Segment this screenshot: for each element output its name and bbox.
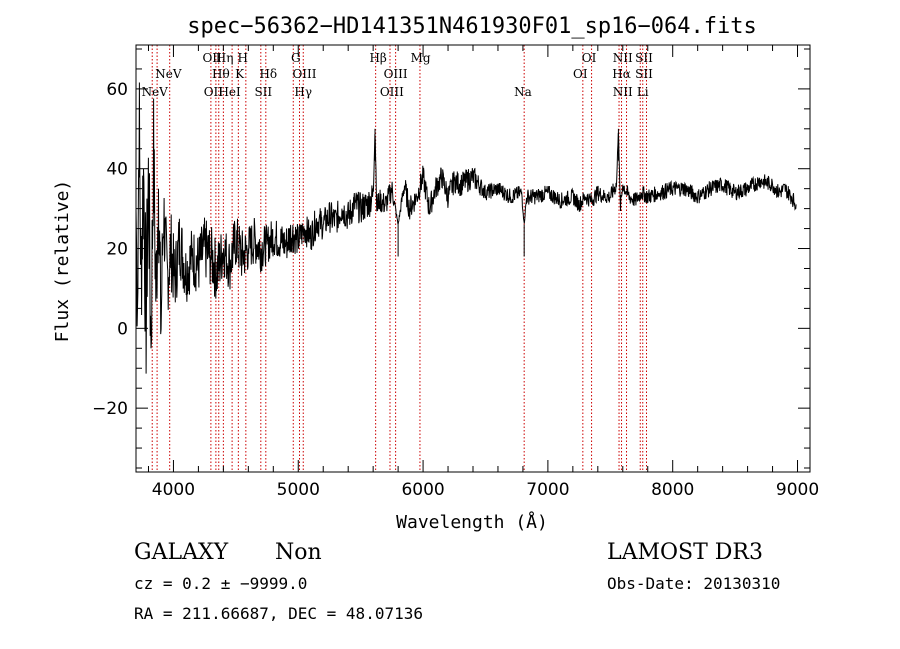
line-label-18: NeV — [142, 85, 169, 99]
coordinates-readout: RA = 211.66687, DEC = 48.07136 — [134, 604, 423, 623]
y-tick-label-4: 60 — [106, 80, 128, 100]
plot-frame — [135, 44, 811, 473]
x-tick-label-2: 6000 — [401, 480, 444, 500]
observation-date: Obs-Date: 20130310 — [607, 574, 780, 593]
line-label-16: Hα — [612, 67, 631, 81]
line-label-6: OI — [582, 51, 597, 65]
line-label-26: Li — [637, 85, 649, 99]
line-label-5: Mg — [411, 51, 431, 65]
y-axis-label: Flux (relative) — [52, 180, 73, 343]
plot-axes: 4000 5000 6000 7000 8000 9000 −20 0 20 40 60 — [92, 44, 819, 500]
spectrum-series — [135, 82, 797, 374]
line-label-10: Hθ — [212, 67, 230, 81]
line-label-8: SII — [635, 51, 653, 65]
line-label-20: HeI — [218, 85, 241, 99]
line-label-13: OIII — [292, 67, 316, 81]
x-tick-label-5: 9000 — [776, 480, 819, 500]
line-label-24: Na — [514, 85, 532, 99]
line-label-2: H — [237, 51, 247, 65]
line-label-11: K — [235, 67, 245, 81]
object-class-label: GALAXY — [134, 540, 229, 565]
line-label-3: G — [291, 51, 301, 65]
line-label-21: SII — [254, 85, 272, 99]
x-tick-label-4: 8000 — [651, 480, 694, 500]
y-tick-label-2: 20 — [106, 240, 128, 260]
line-label-4: Hβ — [369, 51, 386, 65]
spectrum-flux-line — [135, 82, 797, 374]
line-label-19: OII — [204, 85, 224, 99]
line-label-12: Hδ — [259, 67, 277, 81]
y-tick-label-3: 40 — [106, 160, 128, 180]
line-label-9: NeV — [155, 67, 182, 81]
x-tick-label-3: 7000 — [526, 480, 569, 500]
line-label-7: NII — [613, 51, 633, 65]
chart-title: spec−56362−HD141351N461930F01_sp16−064.f… — [187, 14, 757, 39]
line-label-17: SII — [635, 67, 653, 81]
line-label-0: OII — [202, 51, 222, 65]
line-label-1: Hη — [216, 51, 234, 65]
x-tick-label-1: 5000 — [277, 480, 320, 500]
survey-label: LAMOST DR3 — [607, 540, 763, 565]
redshift-readout: cz = 0.2 ± −9999.0 — [134, 574, 307, 593]
line-label-23: OIII — [380, 85, 404, 99]
line-label-15: OI — [573, 67, 588, 81]
line-label-25: NII — [613, 85, 633, 99]
y-tick-label-0: −20 — [92, 399, 128, 419]
line-label-22: Hγ — [294, 85, 312, 99]
x-axis-label: Wavelength (Å) — [396, 511, 548, 533]
object-subclass-label: Non — [275, 540, 322, 565]
x-tick-label-0: 4000 — [152, 480, 195, 500]
y-tick-label-1: 0 — [117, 319, 128, 339]
line-label-14: OIII — [384, 67, 408, 81]
